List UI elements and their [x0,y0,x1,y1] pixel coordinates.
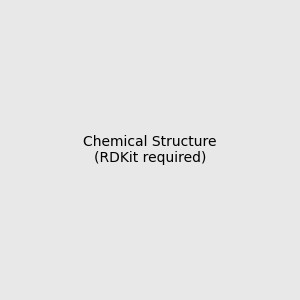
Text: Chemical Structure
(RDKit required): Chemical Structure (RDKit required) [83,135,217,165]
